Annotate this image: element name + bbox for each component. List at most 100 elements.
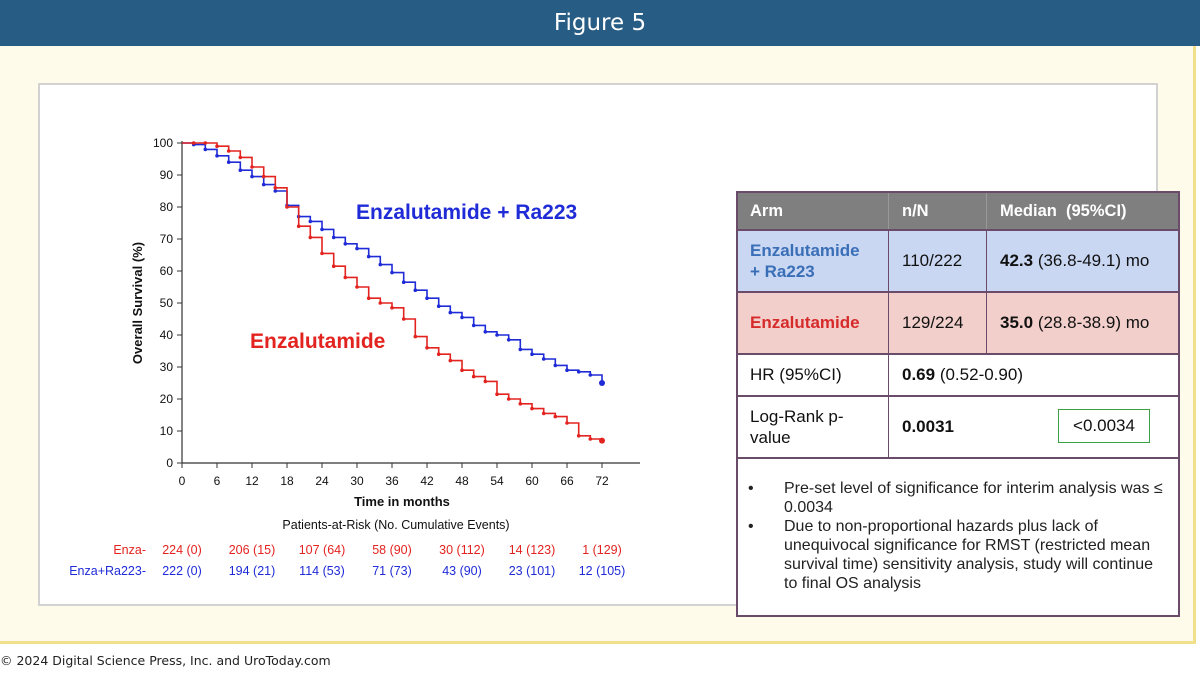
at-risk-value: 30 (112) (439, 543, 485, 557)
censor-mark (471, 374, 476, 379)
label-enza: Enzalutamide (250, 330, 385, 353)
median-enza: 35.0 (28.8-38.9) mo (1000, 313, 1150, 332)
at-risk-value: 14 (123) (509, 543, 556, 557)
at-risk-row-label: Enza+Ra223- (69, 564, 146, 578)
at-risk-value: 23 (101) (509, 564, 556, 578)
censor-mark (588, 437, 593, 441)
censor-mark (471, 323, 476, 328)
censor-mark (425, 346, 429, 350)
censor-mark (308, 219, 313, 224)
at-risk-value: 1 (129) (582, 543, 622, 557)
median-combo: 42.3 (36.8-49.1) mo (1000, 251, 1150, 270)
x-tick-label: 60 (525, 474, 539, 488)
threshold-box: <0.0034 (1058, 409, 1150, 443)
censor-mark (320, 251, 324, 256)
header-n: n/N (902, 201, 929, 220)
censor-mark (250, 174, 254, 179)
x-tick-label: 72 (595, 474, 609, 488)
censor-mark (331, 264, 336, 268)
censor-mark (215, 144, 219, 148)
figure-title: Figure 5 (553, 10, 647, 36)
censor-mark (495, 392, 499, 397)
x-tick-label: 24 (315, 474, 329, 488)
censor-mark (460, 368, 464, 373)
y-tick-label: 60 (160, 264, 174, 278)
censor-mark (226, 149, 231, 153)
censor-mark (553, 414, 558, 419)
censor-mark (273, 189, 278, 193)
censor-mark (366, 254, 371, 259)
censor-mark (215, 154, 219, 158)
note-item: • Due to non-proportional hazards plus l… (748, 517, 1168, 593)
hr-value: 0.69 (0.52-0.90) (902, 365, 1023, 384)
censor-mark (530, 352, 534, 357)
censor-mark (588, 373, 593, 377)
censor-mark (296, 224, 301, 228)
x-tick-label: 30 (350, 474, 364, 488)
enza-survival-curve (182, 142, 603, 441)
x-tick-label: 18 (280, 474, 294, 488)
censor-mark (401, 280, 406, 284)
censor-mark (355, 285, 359, 289)
censor-mark (448, 358, 453, 363)
censor-mark (483, 379, 488, 384)
y-tick-label: 50 (160, 296, 174, 310)
arm-enza: Enzalutamide (750, 313, 860, 332)
censor-mark (320, 227, 324, 232)
censor-mark (261, 174, 266, 179)
y-tick-label: 100 (153, 136, 173, 150)
censor-mark (506, 338, 511, 342)
censor-mark (565, 421, 569, 425)
censor-mark (495, 333, 499, 337)
censor-mark (518, 347, 523, 352)
censor-mark (238, 155, 243, 160)
copyright-footer: © 2024 Digital Science Press, Inc. and U… (0, 653, 331, 668)
table-header-row: Arm n/N Median (95%CI) (738, 193, 1178, 231)
censor-mark (436, 304, 441, 308)
slide: 0 10 20 30 40 50 60 70 80 90 100 0 6 12 18 24 30 36 42 48 54… (38, 83, 1180, 617)
y-tick-label: 80 (160, 200, 174, 214)
x-tick-label: 6 (214, 474, 221, 488)
table-row-combo: Enzalutamide + Ra223 110/222 42.3 (36.8-… (738, 231, 1178, 293)
at-risk-value: 71 (73) (372, 564, 412, 578)
results-table: Arm n/N Median (95%CI) Enzalutamide + Ra… (736, 191, 1180, 617)
censor-mark (506, 397, 511, 401)
censor-mark (331, 235, 336, 240)
at-risk-value: 43 (90) (442, 564, 482, 578)
censor-mark (530, 406, 534, 411)
at-risk-value: 194 (21) (229, 564, 276, 578)
y-tick-label: 30 (160, 360, 174, 374)
arm-combo: Enzalutamide + Ra223 (750, 241, 860, 281)
y-tick-label: 10 (160, 424, 174, 438)
y-tick-label: 0 (166, 456, 173, 470)
bullet: • (748, 518, 754, 535)
censor-mark (565, 368, 569, 373)
figure-header (0, 0, 1200, 46)
x-tick-label: 42 (420, 474, 434, 488)
censor-mark (285, 205, 289, 209)
censor-mark (343, 242, 348, 246)
censor-mark (273, 186, 278, 190)
label-combo: Enzalutamide + Ra223 (356, 201, 577, 224)
censor-mark (553, 363, 558, 368)
notes: • Pre-set level of significance for inte… (738, 459, 1178, 593)
note-item: • Pre-set level of significance for inte… (748, 479, 1168, 517)
header-median: Median (95%CI) (1000, 201, 1127, 220)
censor-mark (413, 288, 418, 292)
censor-mark (541, 411, 546, 416)
censor-mark (390, 306, 394, 310)
table-row-enza: Enzalutamide 129/224 35.0 (28.8-38.9) mo (738, 293, 1178, 355)
y-tick-label: 70 (160, 232, 174, 246)
curve-end-marker (599, 437, 605, 444)
censor-mark (541, 357, 546, 361)
bullet: • (748, 480, 754, 497)
censor-mark (448, 310, 453, 315)
x-tick-label: 12 (245, 474, 259, 488)
at-risk-value: 222 (0) (162, 564, 202, 578)
y-tick-label: 20 (160, 392, 174, 406)
censor-mark (366, 296, 371, 300)
x-axis-title: Time in months (354, 494, 450, 509)
censor-mark (576, 434, 581, 438)
x-tick-label: 54 (490, 474, 504, 488)
note-text: Pre-set level of significance for interi… (784, 480, 1163, 516)
